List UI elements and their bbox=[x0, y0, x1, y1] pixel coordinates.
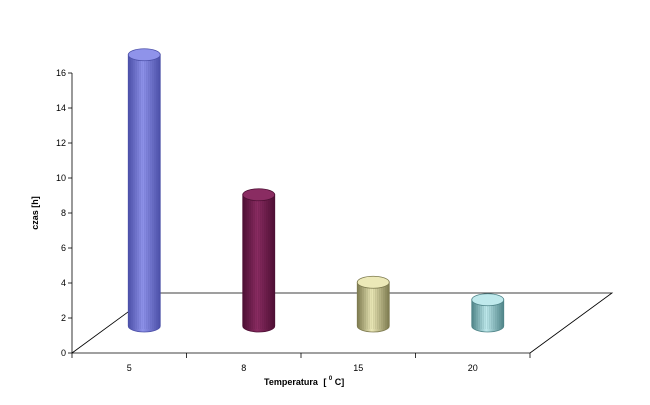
x-tick-label: 20 bbox=[468, 363, 478, 373]
x-axis-title: Temperatura [ 0 C] bbox=[264, 372, 344, 387]
y-tick-label: 0 bbox=[61, 348, 66, 358]
x-tick-label: 8 bbox=[241, 363, 246, 373]
y-tick-label: 14 bbox=[56, 103, 66, 113]
x-tick-label: 5 bbox=[127, 363, 132, 373]
x-axis-title-unit: C] bbox=[335, 377, 345, 387]
y-tick-label: 10 bbox=[56, 173, 66, 183]
x-axis-title-bracket: [ bbox=[323, 377, 326, 387]
y-tick-label: 16 bbox=[56, 68, 66, 78]
x-axis-title-degree: 0 bbox=[329, 376, 333, 382]
bar-8 bbox=[242, 188, 276, 333]
bar-top bbox=[356, 275, 390, 289]
chart-axes: 0 2 4 6 8 10 12 14 16 5 8 15 20 bbox=[56, 68, 531, 373]
y-tick-label: 8 bbox=[61, 208, 66, 218]
y-tick-label: 6 bbox=[61, 243, 66, 253]
bar-top bbox=[242, 188, 276, 202]
bar-top bbox=[471, 293, 505, 307]
bar-top bbox=[127, 48, 161, 62]
bar-20 bbox=[471, 293, 505, 333]
x-axis-title-main: Temperatura bbox=[264, 377, 319, 387]
y-tick-label: 12 bbox=[56, 138, 66, 148]
y-tick-label: 4 bbox=[61, 278, 66, 288]
x-tick-label: 15 bbox=[353, 363, 363, 373]
y-axis-title: czas [h] bbox=[30, 196, 40, 230]
y-tick-label: 2 bbox=[61, 313, 66, 323]
bar-5 bbox=[127, 48, 161, 333]
chart-bars bbox=[127, 48, 505, 333]
bar-15 bbox=[356, 275, 390, 333]
